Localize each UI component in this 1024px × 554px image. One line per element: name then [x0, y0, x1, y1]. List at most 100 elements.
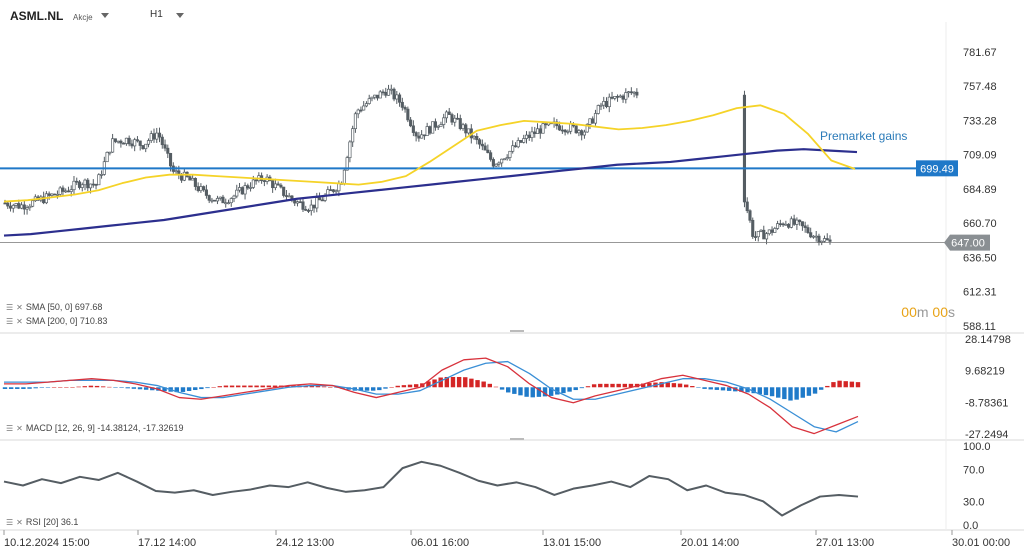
symbol-dropdown-icon[interactable]	[101, 13, 109, 18]
timeframe-dropdown-icon[interactable]	[176, 13, 184, 18]
x-axis-tick-label: 24.12 13:00	[276, 537, 334, 549]
macd-histogram-bar	[254, 385, 259, 388]
candle-body	[389, 88, 393, 91]
macd-histogram-bar	[217, 386, 222, 388]
candle-body	[199, 186, 203, 192]
candle-body	[458, 118, 462, 129]
macd-histogram-bar	[659, 382, 664, 388]
candle-body	[53, 193, 57, 196]
candle-body	[58, 187, 62, 195]
price-tick-label: 636.50	[963, 253, 997, 265]
legend-sma200[interactable]: ☰ ✕ SMA [200, 0] 710.83	[6, 316, 107, 326]
candle-body	[50, 193, 54, 196]
price-tick-label: 588.11	[963, 321, 996, 333]
candle-body	[193, 178, 197, 187]
macd-histogram-bar	[831, 382, 836, 388]
candle-body	[284, 195, 288, 197]
candle-body	[588, 118, 592, 125]
sma200-line	[3, 148, 858, 237]
timer-minutes: 00	[901, 304, 917, 320]
macd-histogram-bar	[794, 387, 799, 400]
settings-icon[interactable]: ☰	[6, 423, 14, 433]
candle-body	[135, 139, 139, 142]
close-icon[interactable]: ✕	[16, 423, 23, 433]
macd-histogram-bar	[266, 385, 272, 388]
macd-histogram-bar	[383, 387, 388, 389]
macd-histogram-bar	[708, 387, 713, 390]
candle-body	[764, 233, 769, 240]
settings-icon[interactable]: ☰	[6, 316, 14, 326]
x-axis-tick-label: 13.01 15:00	[543, 537, 601, 549]
candle-body	[174, 170, 178, 173]
candle-body	[491, 159, 495, 167]
legend-rsi[interactable]: ☰ ✕ RSI [20] 36.1	[6, 517, 78, 527]
macd-histogram-bar	[591, 384, 597, 388]
symbol-type: Akcje	[73, 13, 93, 22]
close-icon[interactable]: ✕	[16, 302, 23, 312]
candle-body	[442, 117, 446, 125]
macd-histogram-bar	[407, 384, 413, 388]
macd-histogram-bar	[162, 387, 167, 392]
candle-body	[251, 179, 255, 188]
legend-sma50[interactable]: ☰ ✕ SMA [50, 0] 697.68	[6, 302, 102, 312]
candle-body	[215, 198, 220, 202]
level-price-label: 699.49	[920, 163, 954, 175]
close-icon[interactable]: ✕	[16, 316, 23, 326]
macd-histogram-bar	[677, 383, 683, 388]
macd-histogram-bar	[585, 386, 591, 388]
close-icon[interactable]: ✕	[16, 517, 23, 527]
macd-histogram-bar	[800, 387, 805, 398]
candle-body	[342, 169, 346, 184]
macd-histogram-bar	[94, 385, 100, 388]
candle-body	[149, 133, 153, 141]
macd-histogram-bar	[389, 387, 394, 388]
candle-body	[461, 124, 465, 129]
candle-body	[494, 163, 498, 167]
macd-histogram-bar	[27, 387, 32, 389]
candle-body	[748, 210, 752, 221]
candle-body	[787, 223, 791, 228]
candle-body	[558, 125, 562, 131]
candle-body	[108, 151, 112, 154]
candle-body	[25, 207, 29, 210]
symbol-name[interactable]: ASML.NL	[10, 9, 64, 23]
macd-histogram-bar	[782, 387, 787, 400]
macd-histogram-bar	[64, 387, 69, 388]
macd-histogram-bar	[33, 387, 38, 389]
candle-body	[64, 190, 68, 193]
macd-histogram-bar	[610, 383, 615, 388]
macd-histogram-bar	[334, 387, 339, 388]
candle-body	[422, 134, 426, 137]
macd-histogram-bar	[272, 385, 278, 388]
candle-body	[83, 179, 87, 186]
settings-icon[interactable]: ☰	[6, 517, 14, 527]
candle-body	[235, 189, 239, 197]
macd-histogram-bar	[371, 387, 376, 391]
price-tick-label: 733.28	[963, 116, 997, 128]
x-axis-tick-label: 06.01 16:00	[411, 537, 469, 549]
macd-histogram-bar	[530, 387, 535, 398]
legend-sma200-label: SMA [200, 0] 710.83	[25, 316, 108, 326]
candle-body	[502, 158, 506, 161]
candle-body	[124, 137, 128, 144]
candle-body	[72, 180, 76, 191]
price-tick-label: 684.89	[963, 184, 997, 196]
macd-histogram-bar	[518, 387, 523, 396]
candle-body	[392, 88, 396, 100]
candle-body	[533, 131, 537, 134]
timeframe-selector[interactable]: H1	[150, 9, 163, 20]
candle-body	[370, 96, 374, 100]
macd-signal-line	[4, 360, 859, 433]
candle-body	[535, 128, 540, 134]
macd-histogram-bar	[751, 387, 756, 394]
level-price-tag	[916, 160, 958, 177]
legend-macd[interactable]: ☰ ✕ MACD [12, 26, 9] -14.38124, -17.3261…	[6, 423, 183, 433]
candle-body	[221, 196, 225, 204]
macd-histogram-bar	[622, 383, 628, 388]
macd-histogram-bar	[702, 387, 707, 389]
settings-icon[interactable]: ☰	[6, 302, 14, 312]
candle-body	[138, 140, 142, 146]
candle-body	[337, 183, 341, 192]
candle-body	[359, 109, 363, 112]
